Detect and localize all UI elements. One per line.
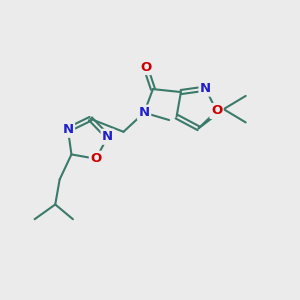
Text: N: N xyxy=(62,123,74,136)
Text: O: O xyxy=(140,61,151,74)
Text: N: N xyxy=(139,106,150,119)
Text: N: N xyxy=(200,82,211,95)
Text: O: O xyxy=(211,104,222,118)
Text: N: N xyxy=(102,130,113,143)
Text: O: O xyxy=(90,152,102,165)
